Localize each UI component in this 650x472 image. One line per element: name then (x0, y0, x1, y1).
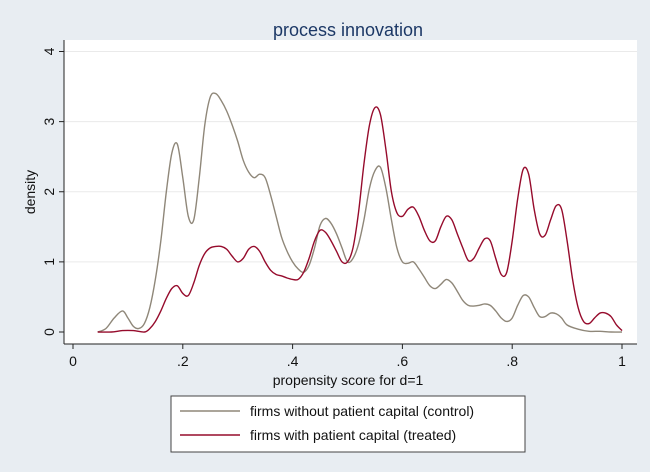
axes: 0 1 2 3 4 0 .2 .4 .6 .8 1 (41, 40, 637, 369)
x-axis-label: propensity score for d=1 (273, 372, 424, 388)
x-tick-label: .8 (506, 353, 518, 369)
legend-box (170, 395, 526, 453)
y-tick-label: 1 (41, 258, 57, 266)
legend-label-treated: firms with patient capital (treated) (250, 427, 456, 443)
y-axis-label: density (22, 170, 38, 214)
y-tick-label: 2 (41, 188, 57, 196)
y-tick-label: 0 (41, 328, 57, 336)
x-tick-label: 1 (618, 353, 626, 369)
x-tick-label: 0 (69, 353, 77, 369)
legend: firms without patient capital (control) … (170, 395, 526, 453)
x-tick-label: .4 (287, 353, 299, 369)
series-line-control (97, 92, 623, 333)
x-tick-label: .2 (177, 353, 189, 369)
series-line-treated (97, 106, 623, 333)
chart-title: process innovation (273, 20, 423, 40)
series-lines (97, 92, 623, 333)
x-tick-label: .6 (397, 353, 409, 369)
y-tick-label: 3 (41, 118, 57, 126)
legend-label-control: firms without patient capital (control) (250, 403, 474, 419)
grid-lines (64, 51, 637, 263)
y-tick-label: 4 (41, 47, 57, 55)
